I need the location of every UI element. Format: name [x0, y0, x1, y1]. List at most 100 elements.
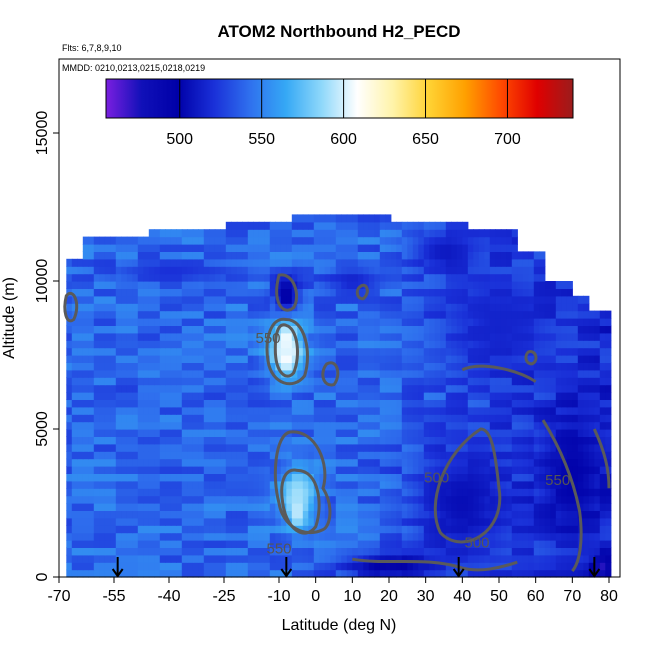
heatmap-cell [242, 532, 249, 541]
heatmap-cell [269, 355, 276, 363]
heatmap-cell [110, 458, 117, 467]
heatmap-cell [275, 310, 282, 319]
heatmap-cell [99, 414, 106, 423]
heatmap-cell [445, 451, 452, 460]
heatmap-cell [451, 273, 458, 282]
heatmap-cell [401, 421, 408, 430]
heatmap-cell [308, 214, 315, 223]
heatmap-cell [478, 562, 485, 571]
heatmap-cell [280, 436, 287, 445]
heatmap-cell [423, 281, 430, 289]
heatmap-cell [544, 310, 551, 319]
heatmap-cell [319, 236, 326, 245]
heatmap-cell [330, 362, 337, 371]
heatmap-cell [583, 347, 590, 356]
heatmap-cell [522, 251, 529, 260]
heatmap-cell [236, 480, 243, 489]
heatmap-cell [82, 332, 89, 341]
heatmap-cell [473, 355, 480, 363]
heatmap-cell [198, 569, 205, 578]
heatmap-cell [418, 510, 425, 519]
heatmap-cell [71, 399, 78, 408]
heatmap-cell [286, 562, 293, 571]
heatmap-cell [154, 318, 161, 326]
heatmap-cell [253, 288, 260, 297]
heatmap-cell [451, 466, 458, 474]
heatmap-cell [489, 562, 496, 571]
heatmap-cell [247, 554, 254, 563]
heatmap-cell [434, 510, 441, 519]
heatmap-cell [544, 347, 551, 356]
heatmap-cell [121, 384, 128, 393]
heatmap-cell [423, 332, 430, 341]
heatmap-cell [495, 347, 502, 356]
x-axis-label: Latitude (deg N) [282, 617, 397, 634]
heatmap-cell [132, 532, 139, 541]
heatmap-cell [533, 421, 540, 430]
heatmap-cell [511, 532, 518, 541]
heatmap-cell [396, 355, 403, 363]
heatmap-cell [280, 392, 287, 400]
heatmap-cell [412, 480, 419, 489]
heatmap-cell [209, 355, 216, 363]
heatmap-cell [588, 310, 595, 319]
heatmap-cell [456, 510, 463, 519]
heatmap-cell [407, 355, 414, 363]
heatmap-cell [236, 488, 243, 497]
heatmap-cell [99, 443, 106, 452]
heatmap-cell [170, 406, 177, 415]
heatmap-cell [319, 281, 326, 289]
heatmap-cell [418, 525, 425, 534]
heatmap-cell [264, 547, 271, 556]
heatmap-cell [528, 377, 535, 386]
heatmap-cell [506, 266, 513, 275]
heatmap-cell [253, 332, 260, 341]
heatmap-cell [429, 406, 436, 415]
heatmap-cell [423, 525, 430, 534]
heatmap-cell [203, 377, 210, 386]
heatmap-cell [132, 332, 139, 341]
heatmap-cell [451, 340, 458, 349]
heatmap-cell [214, 347, 221, 356]
heatmap-cell [258, 221, 265, 230]
heatmap-cell [561, 525, 568, 534]
heatmap-cell [324, 406, 331, 415]
heatmap-cell [429, 392, 436, 400]
heatmap-cell [484, 266, 491, 275]
heatmap-cell [528, 355, 535, 363]
heatmap-cell [374, 332, 381, 341]
heatmap-cell [126, 547, 133, 556]
heatmap-cell [99, 251, 106, 260]
heatmap-cell [401, 310, 408, 319]
heatmap-cell [456, 244, 463, 252]
heatmap-cell [341, 310, 348, 319]
heatmap-cell [209, 473, 216, 482]
heatmap-cell [302, 244, 309, 252]
heatmap-cell [396, 421, 403, 430]
heatmap-cell [198, 340, 205, 349]
heatmap-cell [330, 384, 337, 393]
heatmap-cell [357, 429, 364, 437]
heatmap-cell [533, 458, 540, 467]
heatmap-cell [401, 258, 408, 267]
heatmap-cell [231, 562, 238, 571]
heatmap-cell [71, 510, 78, 519]
heatmap-cell [500, 517, 507, 526]
heatmap-cell [192, 458, 199, 467]
heatmap-cell [385, 347, 392, 356]
heatmap-cell [407, 517, 414, 526]
heatmap-cell [258, 384, 265, 393]
heatmap-cell [385, 406, 392, 415]
heatmap-cell [165, 229, 172, 238]
heatmap-cell [528, 429, 535, 437]
contour-line [275, 273, 299, 312]
heatmap-cell [456, 429, 463, 437]
heatmap-cell [434, 310, 441, 319]
heatmap-cell [302, 510, 309, 519]
heatmap-cell [572, 458, 579, 467]
heatmap-cell [517, 458, 524, 467]
heatmap-cell [104, 554, 111, 563]
heatmap-cell [93, 295, 100, 304]
heatmap-cell [82, 473, 89, 482]
heatmap-cell [335, 340, 342, 349]
